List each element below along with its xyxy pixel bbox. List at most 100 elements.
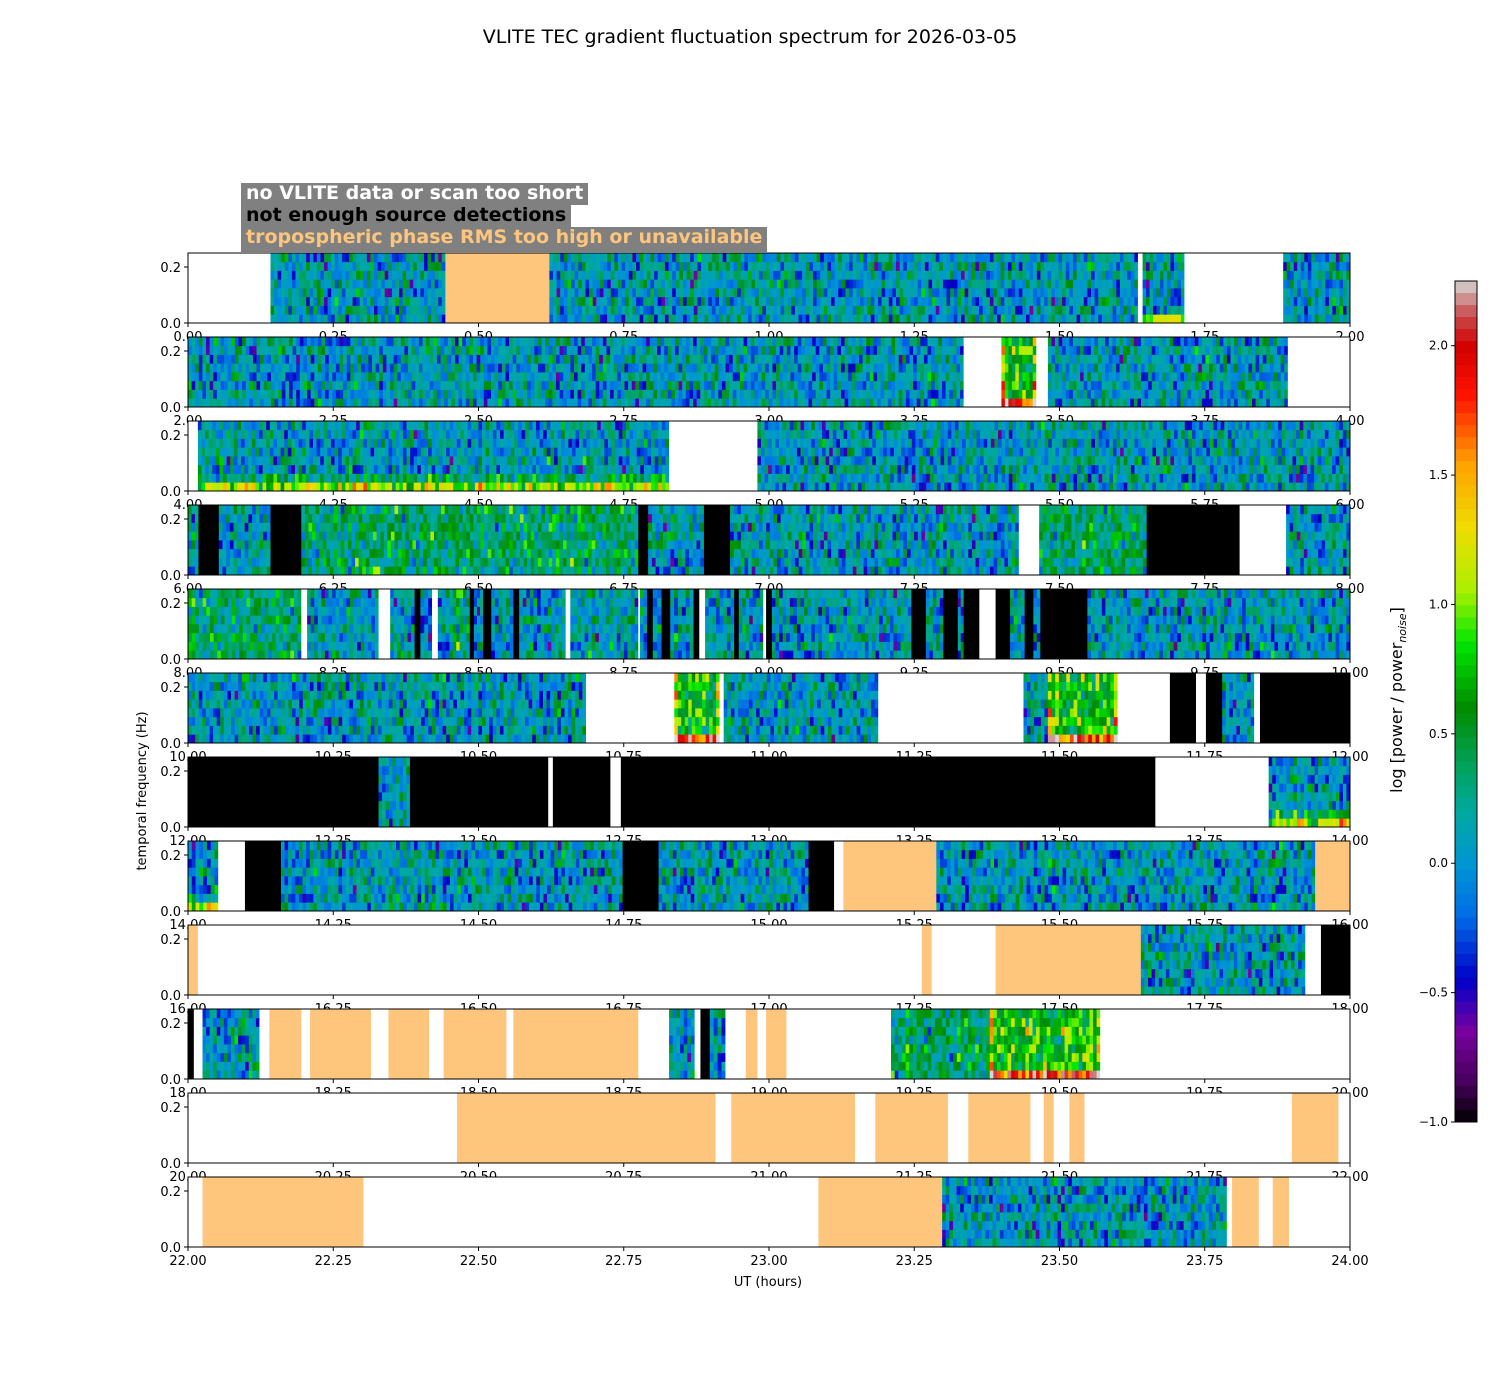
- heat-cell: [584, 380, 589, 390]
- heat-cell: [260, 363, 265, 373]
- heat-cell: [642, 363, 647, 373]
- heat-cell: [877, 372, 882, 382]
- heat-cell: [429, 337, 434, 347]
- heat-cell: [1119, 270, 1124, 280]
- heat-cell: [516, 363, 521, 373]
- heat-cell: [420, 421, 425, 431]
- heat-cell: [284, 473, 289, 483]
- heat-cell: [269, 429, 274, 439]
- heat-cell: [206, 372, 211, 382]
- heat-cell: [220, 398, 225, 408]
- heat-cell: [406, 261, 411, 271]
- heat-cell: [1180, 305, 1185, 315]
- heat-cell: [516, 398, 521, 408]
- heat-cell: [935, 270, 940, 280]
- heat-cell: [302, 464, 307, 474]
- heat-cell: [729, 270, 734, 280]
- heat-cell: [1156, 296, 1161, 306]
- heat-cell: [819, 345, 824, 355]
- heat-cell: [353, 398, 358, 408]
- heat-cell: [353, 337, 358, 347]
- heat-cell: [1183, 354, 1188, 364]
- heat-cell: [952, 354, 957, 364]
- heat-cell: [435, 447, 440, 457]
- heat-cell: [639, 288, 644, 298]
- heat-cell: [302, 261, 307, 271]
- heat-cell: [1065, 253, 1070, 263]
- heat-cell: [1029, 279, 1034, 289]
- heat-cell: [581, 389, 586, 399]
- heat-cell: [281, 345, 286, 355]
- heat-cell: [840, 337, 845, 347]
- heat-cell: [413, 305, 418, 315]
- heat-cell: [989, 288, 994, 298]
- heat-cell: [657, 279, 662, 289]
- heat-cell: [1029, 363, 1034, 373]
- heat-cell: [501, 389, 506, 399]
- heat-cell: [483, 354, 488, 364]
- heat-cell: [762, 279, 767, 289]
- heat-cell: [1290, 261, 1295, 271]
- heat-cell: [762, 305, 767, 315]
- heat-cell: [1283, 296, 1288, 306]
- heat-cell: [1112, 363, 1117, 373]
- heat-cell: [530, 363, 535, 373]
- heat-cell: [851, 389, 856, 399]
- heat-cell: [754, 380, 759, 390]
- heat-cell: [299, 389, 304, 399]
- heat-cell: [766, 270, 771, 280]
- heat-cell: [516, 372, 521, 382]
- heat-cell: [327, 288, 332, 298]
- heat-cell: [348, 429, 353, 439]
- heat-cell: [206, 389, 211, 399]
- heat-cell: [534, 345, 539, 355]
- heat-cell: [773, 279, 778, 289]
- heat-cell: [656, 354, 661, 364]
- heat-cell: [869, 354, 874, 364]
- heat-cell: [270, 279, 275, 289]
- heat-cell: [366, 288, 371, 298]
- heat-cell: [406, 279, 411, 289]
- heat-cell: [606, 389, 611, 399]
- heat-cell: [863, 253, 868, 263]
- heat-cell: [1133, 337, 1138, 347]
- heat-cell: [256, 389, 261, 399]
- heat-cell: [393, 363, 398, 373]
- heat-cell: [938, 398, 943, 408]
- heat-cell: [266, 482, 271, 492]
- heat-cell: [664, 288, 669, 298]
- heat-cell: [451, 345, 456, 355]
- heat-cell: [1307, 296, 1312, 306]
- heat-cell: [667, 380, 672, 390]
- heat-cell: [302, 253, 307, 263]
- heat-cell: [592, 314, 597, 324]
- heat-cell: [1286, 270, 1291, 280]
- heat-cell: [349, 270, 353, 280]
- heat-cell: [805, 305, 810, 315]
- heat-cell: [292, 337, 297, 347]
- heat-cell: [334, 305, 339, 315]
- heat-cell: [783, 363, 788, 373]
- heat-cell: [1170, 288, 1175, 298]
- heat-cell: [370, 447, 375, 457]
- heat-cell: [388, 305, 393, 315]
- heat-cell: [388, 279, 393, 289]
- heat-cell: [867, 305, 872, 315]
- heat-cell: [744, 253, 749, 263]
- heat-cell: [458, 363, 463, 373]
- heat-cell: [352, 438, 357, 448]
- heat-cell: [733, 288, 738, 298]
- heat-cell: [1325, 314, 1330, 324]
- heat-cell: [1062, 305, 1067, 315]
- heat-cell: [281, 372, 286, 382]
- heat-cell: [294, 447, 299, 457]
- heat-cell: [1105, 389, 1110, 399]
- heat-cell: [1119, 337, 1124, 347]
- heat-cell: [233, 464, 238, 474]
- heat-cell: [429, 398, 434, 408]
- heat-cell: [1314, 288, 1319, 298]
- heat-cell: [348, 473, 353, 483]
- heat-cell: [1072, 354, 1077, 364]
- heat-cell: [1108, 337, 1113, 347]
- heat-cell: [628, 288, 633, 298]
